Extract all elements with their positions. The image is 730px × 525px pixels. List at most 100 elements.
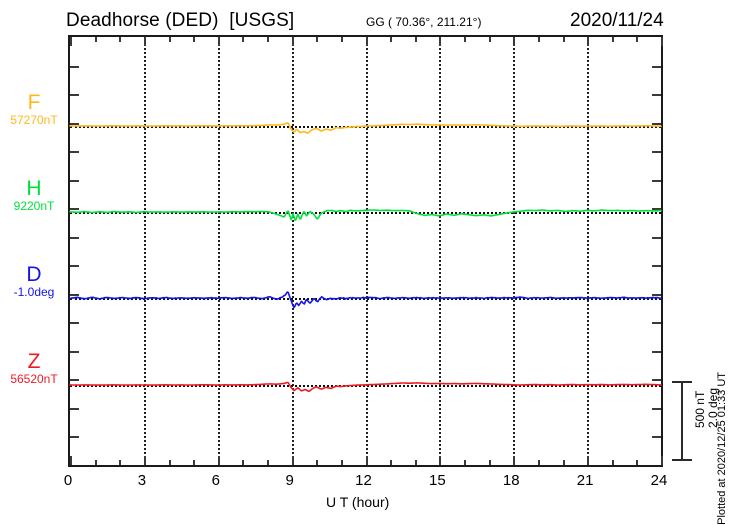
- axis-tick-y: [70, 407, 79, 410]
- scale-bar-line: [681, 381, 683, 461]
- gridline-vertical: [143, 37, 146, 465]
- axis-tick-x: [562, 460, 565, 465]
- component-baseline: [70, 385, 661, 387]
- axis-tick-x: [193, 37, 196, 42]
- gridline-vertical: [291, 37, 294, 465]
- x-tick-label: 3: [137, 472, 147, 489]
- axis-tick-x: [217, 37, 220, 46]
- axis-tick-x: [119, 460, 122, 465]
- scale-bar: [672, 381, 692, 461]
- axis-tick-x: [464, 37, 466, 42]
- x-axis-label: U T (hour): [326, 494, 390, 510]
- axis-tick-y: [652, 208, 661, 211]
- axis-tick-x: [513, 456, 516, 465]
- axis-tick-x: [365, 456, 368, 465]
- component-label-h: H 9220nT: [2, 177, 66, 213]
- axis-tick-x: [439, 37, 442, 46]
- component-baseline-value: 57270nT: [10, 113, 58, 127]
- axis-tick-x: [267, 37, 269, 42]
- axis-tick-x: [611, 460, 614, 465]
- axis-tick-x: [94, 37, 97, 42]
- x-tick-label: 21: [576, 472, 594, 489]
- axis-tick-y: [652, 322, 661, 325]
- axis-tick-y: [70, 350, 79, 353]
- axis-tick-x: [143, 37, 146, 46]
- axis-tick-x: [340, 37, 343, 42]
- axis-tick-x: [143, 456, 146, 465]
- axis-tick-y: [70, 236, 79, 239]
- component-symbol: Z: [27, 350, 41, 373]
- component-baseline: [70, 298, 661, 300]
- axis-tick-y: [652, 293, 661, 296]
- axis-tick-y: [652, 265, 661, 268]
- axis-tick-x: [464, 460, 466, 465]
- axis-tick-x: [488, 460, 491, 465]
- axis-tick-x: [168, 460, 171, 465]
- axis-tick-x: [291, 37, 294, 46]
- axis-tick-y: [652, 179, 661, 182]
- geographic-coordinates: GG ( 70.36°, 211.21°): [366, 15, 482, 29]
- axis-tick-x: [193, 460, 196, 465]
- axis-tick-x: [316, 460, 319, 465]
- observation-date: 2020/11/24: [570, 10, 664, 31]
- axis-tick-x: [611, 37, 614, 42]
- x-tick-label: 18: [502, 472, 520, 489]
- axis-tick-x: [340, 460, 343, 465]
- axis-tick-y: [70, 122, 79, 125]
- axis-tick-x: [513, 37, 516, 46]
- axis-tick-x: [636, 460, 639, 465]
- component-baseline-value: 56520nT: [10, 372, 58, 386]
- axis-tick-y: [70, 379, 79, 382]
- axis-tick-x: [414, 37, 417, 42]
- axis-tick-x: [636, 37, 639, 42]
- axis-tick-x: [661, 37, 663, 46]
- x-tick-label: 9: [285, 472, 294, 489]
- axis-tick-x: [316, 37, 319, 42]
- gridline-vertical: [587, 37, 590, 465]
- axis-tick-x: [267, 460, 269, 465]
- x-tick-label: 6: [211, 472, 220, 489]
- axis-tick-x: [562, 37, 565, 42]
- axis-tick-y: [70, 179, 79, 182]
- axis-tick-y: [70, 208, 79, 211]
- trace-d: [69, 291, 662, 309]
- axis-tick-y: [652, 236, 661, 239]
- axis-tick-y: [652, 379, 661, 382]
- trace-f: [69, 122, 662, 134]
- axis-tick-y: [652, 436, 661, 439]
- component-symbol: F: [27, 91, 41, 114]
- axis-tick-y: [70, 265, 79, 268]
- axis-tick-x: [217, 456, 220, 465]
- x-tick-label: 15: [429, 472, 446, 489]
- axis-tick-x: [587, 37, 590, 46]
- gridline-vertical: [513, 37, 516, 465]
- component-baseline-value: 9220nT: [13, 199, 55, 213]
- axis-tick-x: [390, 460, 393, 465]
- component-baseline: [70, 212, 661, 214]
- axis-tick-x: [414, 460, 417, 465]
- axis-tick-y: [70, 322, 79, 325]
- scale-bar-cap-top: [672, 381, 692, 383]
- axis-tick-y: [70, 293, 79, 296]
- plotted-timestamp: Plotted at 2020/12/25 01:33 UT: [716, 372, 728, 525]
- axis-tick-y: [70, 65, 79, 68]
- axis-tick-x: [365, 37, 368, 46]
- component-symbol: D: [26, 263, 42, 286]
- component-label-z: Z 56520nT: [2, 350, 66, 386]
- trace-layer: [69, 122, 662, 393]
- gridline-vertical: [217, 37, 220, 465]
- scale-bar-cap-bottom: [672, 459, 692, 461]
- axis-tick-x: [242, 460, 245, 465]
- component-symbol: H: [26, 177, 42, 200]
- axis-tick-x: [94, 460, 97, 465]
- page-title: Deadhorse (DED) [USGS]: [66, 10, 295, 31]
- x-tick-label: 24: [650, 472, 668, 489]
- axis-tick-y: [70, 436, 79, 439]
- axis-tick-y: [652, 94, 661, 97]
- component-label-f: F 57270nT: [2, 91, 66, 127]
- axis-tick-y: [652, 407, 661, 410]
- axis-tick-x: [537, 460, 540, 465]
- axis-tick-x: [488, 37, 491, 42]
- x-tick-label: 0: [63, 472, 73, 489]
